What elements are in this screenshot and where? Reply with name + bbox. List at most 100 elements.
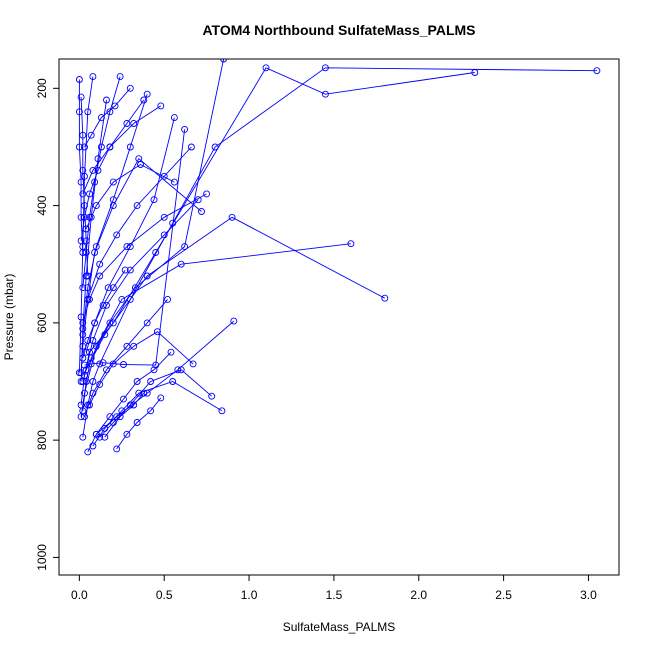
data-point [150,196,158,204]
data-point [109,284,117,292]
data-point [84,448,92,456]
data-point [79,433,87,441]
series-line-23 [82,105,162,195]
data-point [120,395,127,403]
x-tick-label: 2.5 [495,588,512,602]
data-point [89,73,97,81]
data-point [347,240,355,248]
data-point [86,190,93,198]
data-point [123,342,131,350]
data-point [181,125,189,133]
data-point [106,108,114,116]
series-line-17 [84,299,168,417]
data-point [321,90,329,98]
data-point [140,96,148,104]
data-point [133,202,141,210]
data-point [81,413,88,421]
x-tick-label: 0.0 [71,588,88,602]
data-point [96,380,104,388]
data-point [106,143,114,151]
data-point [91,319,99,327]
data-point [99,359,107,367]
series-line-29 [78,79,84,253]
data-point [82,237,90,245]
data-point [87,360,95,368]
data-point [187,143,195,151]
x-axis: 0.0 0.5 1.0 1.5 2.0 2.5 3.0 [71,574,597,602]
data-point [170,114,178,122]
data-point [133,378,141,385]
data-point [81,143,88,151]
data-point [94,166,102,174]
series-line-14 [82,94,148,335]
data-point [77,378,85,385]
data-point [101,433,109,441]
plot-frame [58,58,620,576]
data-point [99,301,107,309]
data-point [79,190,87,198]
data-point [135,389,143,397]
data-point [79,284,87,292]
data-point [152,249,160,256]
data-point [77,93,85,101]
data-point [208,392,216,400]
data-point [471,69,479,76]
data-point [160,213,168,221]
series-line-9 [99,369,212,438]
data-point [131,284,139,292]
data-point [84,108,92,116]
data-point [177,260,185,268]
series-line-22 [87,146,192,300]
x-tick-label: 0.5 [156,588,173,602]
data-point [97,114,105,122]
data-point [198,208,205,215]
data-point [77,313,85,321]
data-point [89,378,97,385]
data-point [130,120,138,127]
data-point [77,401,85,409]
data-point [84,284,92,292]
data-point [106,319,114,327]
data-point [75,108,83,116]
y-tick-label: 400 [35,195,49,215]
data-point [92,430,100,438]
data-point [79,131,87,139]
data-point [220,59,228,63]
data-point [109,360,117,368]
series-line-11 [80,199,199,406]
data-point [164,295,172,303]
data-point [92,202,100,210]
data-point [89,442,97,450]
data-point [118,295,126,303]
data-point [111,102,119,110]
y-axis-label: Pressure (mbar) [2,274,16,361]
data-point [143,272,151,280]
data-point [194,196,202,204]
x-tick-label: 1.5 [326,588,343,602]
data-point [116,73,124,81]
data-point [84,295,92,303]
data-point [92,243,100,251]
data-point [77,178,85,186]
data-point [130,342,138,350]
series-line-24 [85,163,175,230]
data-point [113,445,121,453]
data-point [87,131,95,139]
data-point [126,84,134,92]
data-point [109,178,117,186]
y-tick-label: 600 [35,313,49,333]
series-line-13 [85,117,175,353]
data-point [147,378,155,385]
x-tick-label: 1.0 [241,588,258,602]
data-point [89,166,97,174]
data-point [143,319,151,327]
series-line-1 [82,67,597,438]
data-point [116,413,124,421]
data-point [104,284,112,292]
data-point [137,161,144,168]
data-point [181,243,189,251]
data-point [203,190,211,198]
data-point [126,243,134,251]
data-point [160,172,168,180]
